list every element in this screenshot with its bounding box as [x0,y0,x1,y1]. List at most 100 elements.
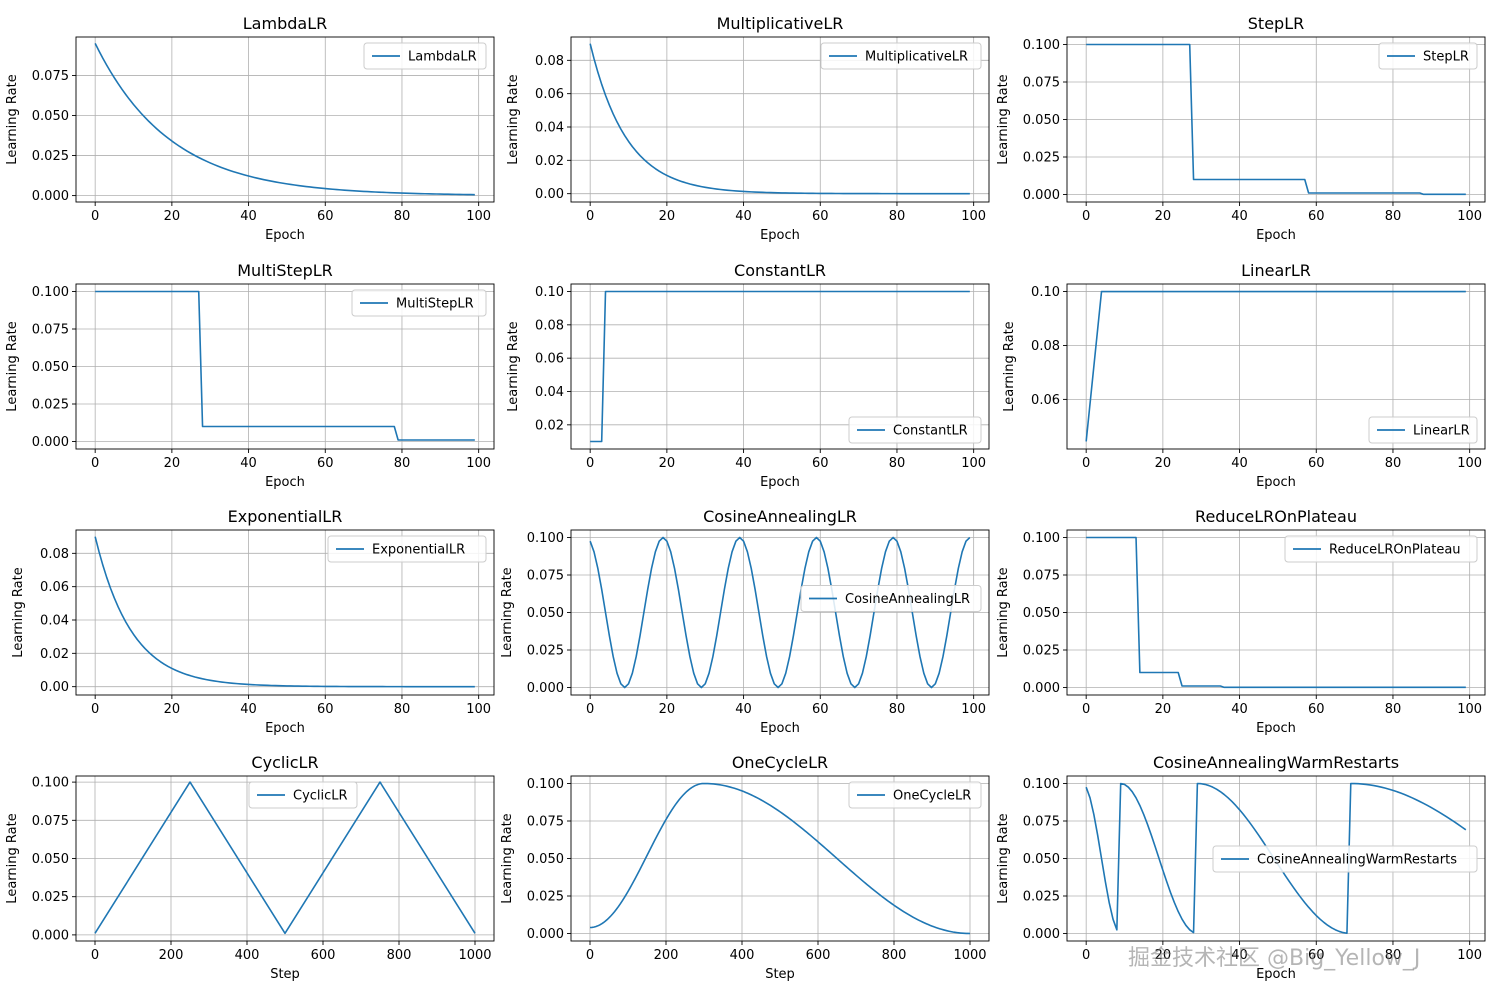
legend-box [820,42,982,70]
legend-label: MultiStepLR [396,297,474,312]
x-tick-label: 80 [1385,702,1402,717]
x-axis-label: Epoch [1256,967,1296,982]
x-tick-label: 60 [1308,702,1325,717]
y-axis-label: Learning Rate [11,567,26,657]
axes-frame [75,36,495,203]
x-tick-label: 100 [961,702,986,717]
y-tick-label: 0.06 [40,580,69,595]
y-axis-label: Learning Rate [506,321,521,411]
x-tick-label: 40 [1231,702,1248,717]
legend-label: LinearLR [1413,424,1470,439]
y-tick-label: 0.02 [535,154,564,169]
subplot-reducelronplateau: ReduceLROnPlateau 0 20 40 60 80 100 0.000 0.025 0… [996,507,1486,736]
y-tick-label: 0.06 [535,352,564,367]
y-tick-label: 0.075 [32,69,69,84]
y-axis-label: Learning Rate [1002,321,1017,411]
x-tick-label: 800 [882,948,907,963]
y-tick-label: 0.075 [32,814,69,829]
x-axis-label: Epoch [1256,475,1296,490]
y-tick-label: 0.00 [535,187,564,202]
x-tick-label: 0 [1082,948,1090,963]
series-line [95,290,475,441]
y-tick-label: 0.050 [527,852,564,867]
y-axis-label: Learning Rate [996,74,1011,164]
y-tick-label: 0.100 [1023,777,1060,792]
legend-box [1378,42,1478,70]
x-tick-label: 20 [164,456,181,471]
x-tick-label: 80 [889,209,906,224]
legend-label: ConstantLR [893,424,968,439]
x-tick-label: 60 [812,456,829,471]
x-tick-label: 800 [387,948,412,963]
watermark: 掘金技术社区 @Big_Yellow_J [1128,946,1421,971]
y-axis-label: Learning Rate [500,567,515,657]
subplot-title: LinearLR [1241,261,1311,280]
series-line [1085,290,1466,442]
y-tick-label: 0.000 [1023,188,1060,203]
y-tick-label: 0.04 [535,385,564,400]
legend-label: CosineAnnealingLR [845,592,970,607]
subplot-title: MultiplicativeLR [717,14,844,33]
y-tick-label: 0.075 [527,815,564,830]
subplot-cosineannealinglr: CosineAnnealingLR 0 20 40 60 80 100 0.000 0.025 0… [500,507,990,736]
x-tick-label: 40 [240,209,257,224]
series-line [94,781,476,935]
legend-box [363,42,487,70]
x-tick-label: 60 [1308,948,1325,963]
y-tick-label: 0.050 [32,852,69,867]
y-tick-label: 0.025 [32,890,69,905]
x-tick-label: 60 [317,702,334,717]
x-tick-label: 40 [240,456,257,471]
x-axis-label: Epoch [265,475,305,490]
subplot-exponentiallr: ExponentialLR 0 20 40 60 80 100 0.00 0.02 0.04 0.0… [11,507,495,736]
y-tick-label: 0.06 [535,87,564,102]
y-axis-label: Learning Rate [500,813,515,903]
y-tick-label: 0.075 [1023,76,1060,91]
legend: LambdaLR [363,42,487,70]
x-tick-label: 0 [586,209,594,224]
legend: ConstantLR [848,416,982,444]
x-tick-label: 60 [812,702,829,717]
axes-frame [1066,283,1486,450]
subplot-multiplicativelr: MultiplicativeLR 0 20 40 60 80 100 0.00 0.02 0.04… [506,14,990,243]
x-tick-label: 80 [1385,209,1402,224]
y-tick-label: 0.025 [32,398,69,413]
y-tick-label: 0.06 [1031,393,1060,408]
x-tick-label: 200 [159,948,184,963]
x-tick-label: 0 [586,948,594,963]
x-tick-label: 0 [91,948,99,963]
subplot-cosineannealingwarmrestarts: CosineAnnealingWarmRestarts 0 20 40 60 80 100 0… [996,753,1486,982]
x-tick-label: 20 [164,702,181,717]
y-tick-label: 0.000 [527,927,564,942]
subplot-title: ConstantLR [734,261,826,280]
x-tick-label: 1000 [458,948,491,963]
x-tick-label: 20 [659,209,676,224]
x-tick-label: 80 [394,702,411,717]
subplot-title: ExponentialLR [228,507,343,526]
y-tick-label: 0.075 [1023,815,1060,830]
legend-label: CyclicLR [293,789,348,804]
y-tick-label: 0.000 [1023,927,1060,942]
y-tick-label: 0.08 [1031,339,1060,354]
y-tick-label: 0.025 [32,149,69,164]
legend-box [351,289,487,317]
legend: CyclicLR [248,781,358,809]
legend-label: ReduceLROnPlateau [1329,543,1461,558]
x-tick-label: 200 [654,948,679,963]
legend-label: ExponentialLR [372,543,465,558]
x-tick-label: 100 [1457,456,1482,471]
x-tick-label: 20 [659,456,676,471]
y-tick-label: 0.000 [32,189,69,204]
x-tick-label: 20 [659,702,676,717]
y-tick-label: 0.04 [535,121,564,136]
x-tick-label: 600 [311,948,336,963]
subplot-linearlr: LinearLR 0 20 40 60 80 100 0.06 0.08 0.10 Epoch Lea… [1002,261,1486,490]
y-tick-label: 0.04 [40,614,69,629]
series-line [94,536,475,688]
subplot-multisteplr: MultiStepLR 0 20 40 60 80 100 0.000 0.025 0.050 0.… [5,261,495,490]
series-line [94,43,475,196]
subplot-cycliclr: CyclicLR 0 200 400 600 800 1000 0.000 0.025 0.050… [5,753,495,982]
x-tick-label: 40 [240,702,257,717]
legend-label: OneCycleLR [893,789,971,804]
x-tick-label: 40 [1231,456,1248,471]
